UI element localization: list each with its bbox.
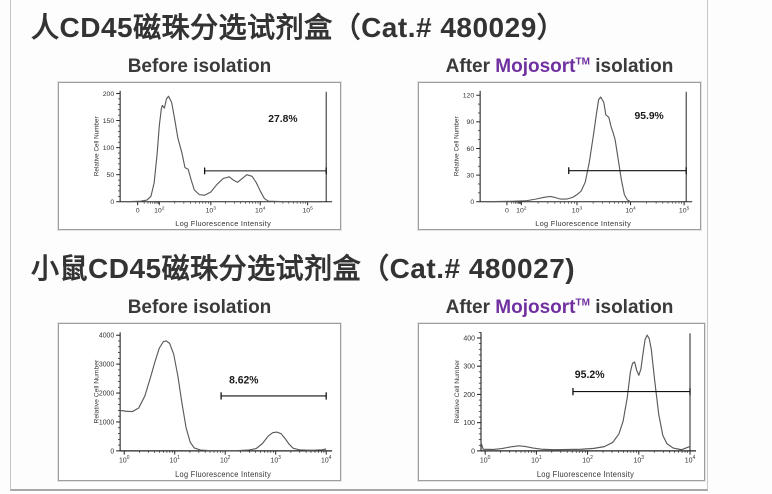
svg-text:Log Fluorescence Intensity: Log Fluorescence Intensity	[537, 470, 634, 479]
panel-header-human-before: Before isolation	[58, 56, 341, 78]
page-frame: 人CD45磁珠分选试剂盒（Cat.# 480029） Before isolat…	[10, 0, 708, 491]
mojosort-brand-label: Mojosort	[495, 56, 576, 77]
svg-text:0: 0	[136, 207, 140, 214]
svg-text:2000: 2000	[99, 389, 114, 397]
header-row-mouse: Before isolation After MojosortTM isolat…	[58, 297, 707, 319]
svg-text:200: 200	[103, 91, 115, 98]
svg-text:Relative Cell Number: Relative Cell Number	[454, 359, 461, 424]
svg-text:90: 90	[467, 119, 475, 126]
svg-text:0: 0	[471, 447, 475, 455]
trademark-symbol: TM	[575, 297, 590, 309]
svg-text:50: 50	[107, 172, 115, 179]
header-after-pre: After	[445, 56, 490, 77]
svg-text:0: 0	[110, 199, 114, 206]
svg-text:1000: 1000	[99, 418, 114, 426]
header-after-post: isolation	[595, 56, 674, 77]
header-row-human: Before isolation After MojosortTM isolat…	[58, 56, 707, 78]
svg-text:30: 30	[467, 172, 475, 179]
histogram-mouse-after: 0 100 200 300 400 100 101 102 103 104 Log Fluoresc…	[454, 331, 696, 479]
svg-text:104: 104	[321, 455, 332, 464]
svg-text:200: 200	[463, 391, 475, 399]
svg-text:102: 102	[220, 455, 231, 464]
svg-text:8.62%: 8.62%	[229, 374, 259, 386]
svg-text:3000: 3000	[99, 360, 114, 368]
chart-mouse-after-isolation: 0 100 200 300 400 100 101 102 103 104 Log Fluoresc…	[418, 323, 705, 481]
svg-text:95.9%: 95.9%	[634, 111, 663, 122]
header-before-label: Before isolation	[127, 297, 272, 318]
svg-text:120: 120	[463, 93, 475, 100]
svg-text:Log Fluorescence Intensity: Log Fluorescence Intensity	[535, 219, 631, 228]
charts-row-human: 0 50 100 150 200 0 102 103 104 105 Log Fluorescenc…	[58, 82, 707, 230]
svg-text:150: 150	[103, 118, 115, 125]
svg-text:101: 101	[531, 455, 542, 464]
svg-text:103: 103	[572, 206, 583, 215]
svg-text:103: 103	[634, 455, 645, 464]
section-mouse-cd45: 小鼠CD45磁珠分选试剂盒（Cat.# 480027) Before isola…	[11, 247, 707, 481]
panel-header-mouse-before: Before isolation	[58, 297, 341, 319]
histogram-human-after: 0 30 60 90 120 0 102 103 104 105 Log Fluorescence …	[453, 90, 693, 228]
svg-text:104: 104	[685, 455, 696, 464]
chart-human-after-isolation: 0 30 60 90 120 0 102 103 104 105 Log Fluorescence …	[418, 82, 701, 230]
svg-text:103: 103	[271, 455, 282, 464]
header-before-label: Before isolation	[127, 56, 272, 77]
svg-text:Relative Cell Number: Relative Cell Number	[453, 116, 460, 177]
svg-text:100: 100	[463, 419, 475, 427]
svg-text:101: 101	[170, 455, 181, 464]
svg-text:Log Fluorescence Intensity: Log Fluorescence Intensity	[175, 219, 271, 228]
charts-row-mouse: 0 1000 2000 3000 4000 100 101 102 103 104 Log Fluo…	[58, 323, 707, 481]
svg-text:Relative Cell Number: Relative Cell Number	[94, 359, 101, 424]
svg-text:102: 102	[154, 206, 165, 215]
svg-text:95.2%: 95.2%	[575, 369, 605, 381]
svg-text:0: 0	[505, 207, 509, 214]
header-after-pre: After	[445, 297, 490, 318]
svg-text:4000: 4000	[99, 332, 114, 340]
chart-human-before-isolation: 0 50 100 150 200 0 102 103 104 105 Log Fluorescenc…	[58, 82, 341, 230]
svg-text:60: 60	[467, 146, 475, 153]
svg-text:0: 0	[110, 447, 114, 455]
panel-header-mouse-after: After MojosortTM isolation	[418, 297, 701, 319]
svg-text:27.8%: 27.8%	[268, 114, 297, 125]
svg-text:102: 102	[582, 455, 593, 464]
section-title-human: 人CD45磁珠分选试剂盒（Cat.# 480029）	[31, 12, 566, 43]
svg-text:104: 104	[625, 206, 636, 215]
svg-text:Log Fluorescence Intensity: Log Fluorescence Intensity	[175, 470, 271, 479]
svg-text:104: 104	[255, 206, 266, 215]
svg-text:0: 0	[470, 199, 474, 206]
svg-text:100: 100	[103, 145, 115, 152]
section-title-mouse: 小鼠CD45磁珠分选试剂盒（Cat.# 480027)	[31, 253, 576, 284]
histogram-human-before: 0 50 100 150 200 0 102 103 104 105 Log Fluorescenc…	[93, 90, 333, 228]
header-after-post: isolation	[595, 297, 674, 318]
svg-text:300: 300	[463, 363, 475, 371]
svg-text:400: 400	[463, 334, 475, 342]
svg-text:102: 102	[516, 206, 527, 215]
svg-text:105: 105	[302, 206, 313, 215]
section-human-cd45: 人CD45磁珠分选试剂盒（Cat.# 480029） Before isolat…	[11, 6, 707, 230]
chart-mouse-before-isolation: 0 1000 2000 3000 4000 100 101 102 103 104 Log Fluo…	[58, 323, 341, 481]
mojosort-brand-label: Mojosort	[495, 297, 576, 318]
svg-text:100: 100	[480, 455, 491, 464]
panel-header-human-after: After MojosortTM isolation	[418, 56, 701, 78]
svg-text:105: 105	[679, 206, 690, 215]
svg-text:103: 103	[206, 206, 217, 215]
svg-text:100: 100	[119, 455, 130, 464]
svg-text:Relative Cell Number: Relative Cell Number	[93, 116, 100, 177]
histogram-mouse-before: 0 1000 2000 3000 4000 100 101 102 103 104 Log Fluo…	[94, 332, 333, 479]
trademark-symbol: TM	[575, 56, 590, 68]
